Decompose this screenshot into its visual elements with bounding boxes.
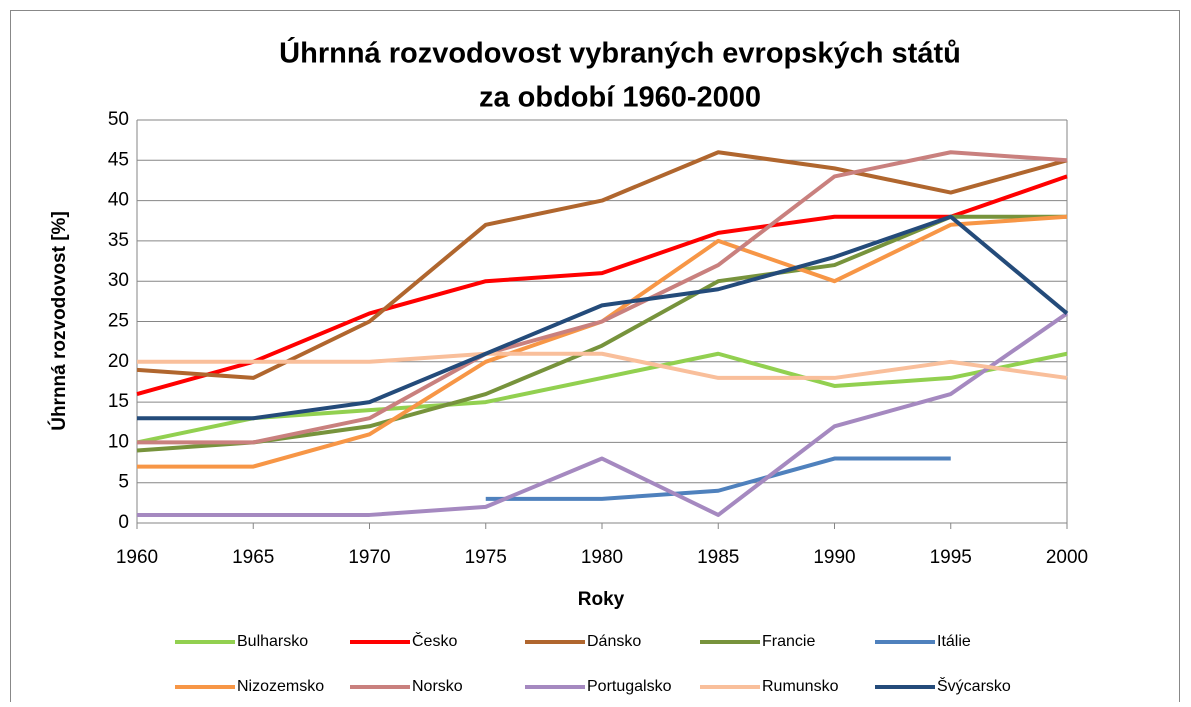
x-tick-label: 1965 <box>232 547 274 568</box>
y-tick-label: 30 <box>108 270 129 291</box>
chart-title: za období 1960-2000 <box>479 82 761 114</box>
legend-label: Česko <box>412 631 457 650</box>
y-tick-label: 45 <box>108 149 129 170</box>
x-tick-label: 1985 <box>697 547 739 568</box>
y-tick-label: 15 <box>108 391 129 412</box>
y-tick-label: 10 <box>108 431 129 452</box>
x-tick-label: 2000 <box>1046 547 1088 568</box>
series-line <box>485 456 951 501</box>
series-line <box>137 214 1068 469</box>
series-line <box>136 150 1068 380</box>
x-tick-label: 1975 <box>465 547 507 568</box>
chart-border <box>10 10 1180 707</box>
y-tick-label: 20 <box>108 351 129 372</box>
x-tick-label: 1960 <box>116 547 158 568</box>
y-axis-label: Úhrnná rozvodovost [%] <box>48 211 70 431</box>
series-line <box>137 214 1069 421</box>
series-line <box>137 311 1069 517</box>
x-tick-label: 1990 <box>813 547 855 568</box>
legend-label: Nizozemsko <box>237 678 324 695</box>
legend-label: Itálie <box>937 633 971 650</box>
legend-label: Francie <box>762 633 815 650</box>
y-tick-label: 25 <box>108 311 129 332</box>
x-tick-label: 1980 <box>581 547 623 568</box>
y-tick-label: 5 <box>118 472 129 493</box>
y-tick-label: 50 <box>108 109 129 130</box>
y-tick-label: 0 <box>118 512 129 533</box>
x-axis-label: Roky <box>578 589 625 610</box>
series-line <box>137 351 1068 380</box>
legend-label: Dánsko <box>587 633 641 650</box>
legend-label: Bulharsko <box>237 633 308 650</box>
series-line <box>137 150 1068 445</box>
series-line <box>136 351 1068 445</box>
legend-label: Portugalsko <box>587 678 672 695</box>
y-tick-label: 40 <box>108 190 129 211</box>
legend-label: Švýcarsko <box>937 676 1011 695</box>
series-line <box>136 214 1067 453</box>
legend-label: Norsko <box>412 678 463 695</box>
x-tick-label: 1970 <box>348 547 390 568</box>
series-line <box>136 174 1068 396</box>
legend-label: Rumunsko <box>762 678 839 695</box>
x-tick-label: 1995 <box>930 547 972 568</box>
y-tick-label: 35 <box>108 230 129 251</box>
chart-title: Úhrnná rozvodovost vybraných evropských … <box>279 36 961 70</box>
